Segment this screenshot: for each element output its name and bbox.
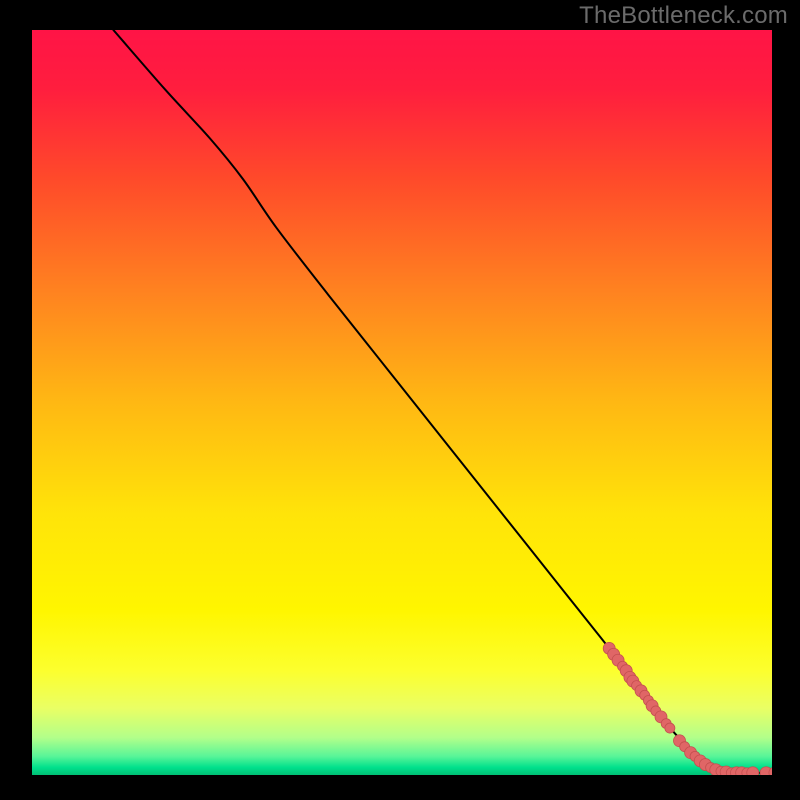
heat-gradient <box>32 30 772 775</box>
bottleneck-chart <box>0 0 800 800</box>
data-point <box>747 767 759 779</box>
data-point <box>769 767 781 779</box>
data-point <box>665 723 675 733</box>
chart-frame: TheBottleneck.com <box>0 0 800 800</box>
